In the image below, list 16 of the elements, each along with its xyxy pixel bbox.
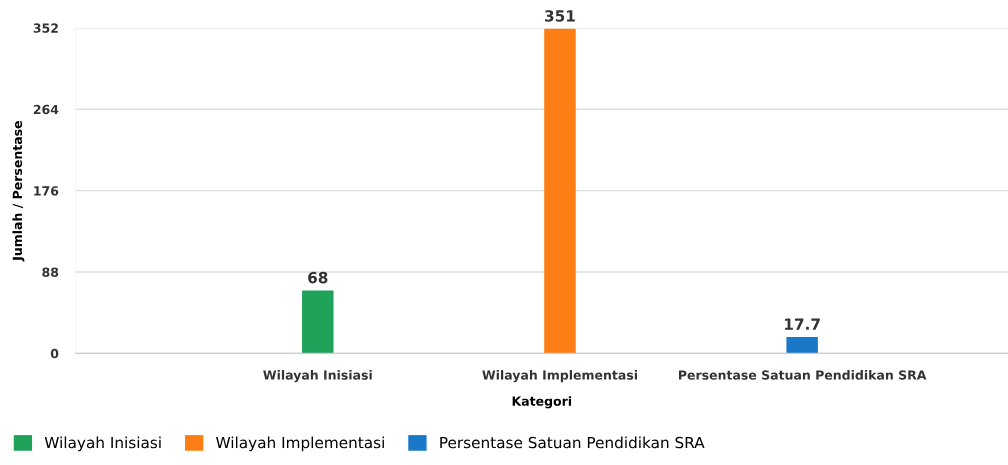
- data-label: 17.7: [785, 318, 820, 330]
- data-label: 351: [545, 10, 575, 22]
- y-axis-title: Jumlah / Persentase: [12, 121, 25, 262]
- legend-label: Wilayah Inisiasi: [44, 436, 161, 452]
- legend-label: Wilayah Implementasi: [216, 436, 384, 452]
- y-tick-label: 352: [33, 23, 58, 33]
- y-tick-label: 88: [42, 267, 59, 277]
- y-tick-label: 176: [34, 186, 59, 196]
- data-label: 68: [308, 271, 328, 284]
- x-axis-title: Kategori: [512, 396, 572, 409]
- legend-label: Persentase Satuan Pendidikan SRA: [440, 436, 705, 449]
- x-tick-label: Wilayah Inisiasi: [263, 370, 372, 383]
- y-tick-label: 264: [33, 104, 59, 115]
- x-tick-label: Wilayah Implementasi: [482, 370, 637, 383]
- x-tick-label: Persentase Satuan Pendidikan SRA: [678, 370, 927, 380]
- y-tick-label: 0: [50, 348, 59, 359]
